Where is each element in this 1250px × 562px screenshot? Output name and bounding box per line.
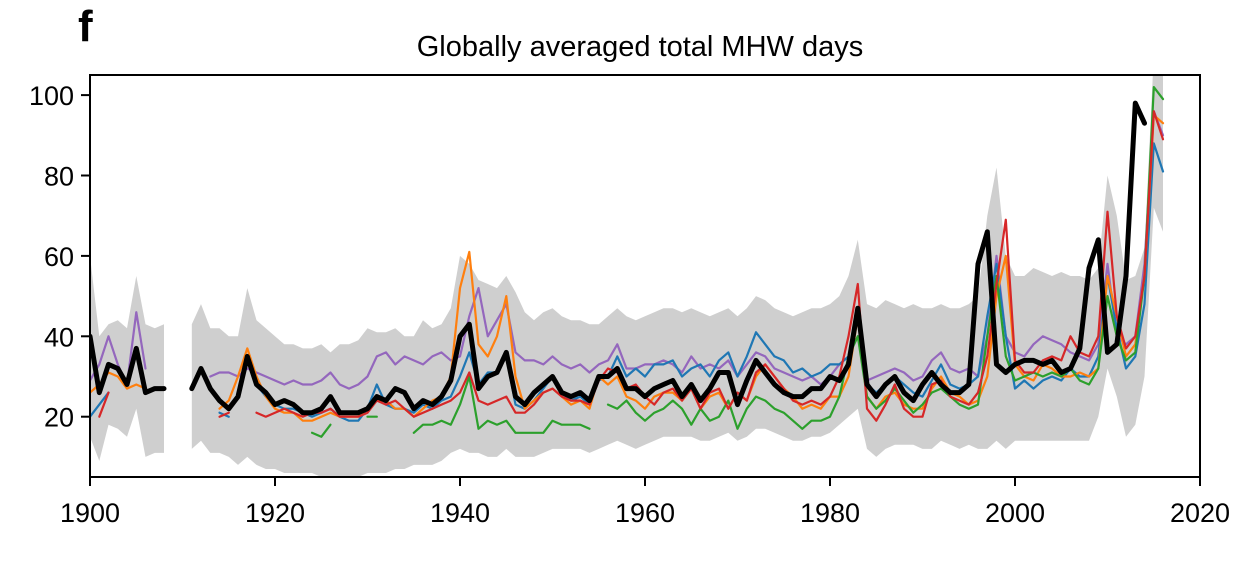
- series-layer: [90, 85, 1165, 438]
- x-tick-label: 1900: [60, 498, 120, 528]
- series-red-segment-1: [98, 391, 110, 418]
- uncertainty-band-layer: [90, 75, 1163, 477]
- uncertainty-band-segment-1: [90, 255, 164, 461]
- x-tick-label: 1940: [430, 498, 490, 528]
- series-blue-segment-1: [90, 391, 110, 418]
- x-tick-label: 2000: [985, 498, 1045, 528]
- series-red-segment-2: [218, 411, 230, 418]
- y-tick-label: 100: [29, 81, 74, 111]
- series-mean-segment-2: [189, 100, 1147, 416]
- series-purple-segment-1: [90, 311, 147, 386]
- x-tick-label: 2020: [1170, 498, 1230, 528]
- x-tick-label: 1960: [615, 498, 675, 528]
- panel-label: f: [78, 2, 93, 51]
- x-tick-label: 1980: [800, 498, 860, 528]
- y-tick-label: 40: [44, 322, 74, 352]
- x-tick-label: 1920: [245, 498, 305, 528]
- y-tick-label: 60: [44, 242, 74, 272]
- series-green-segment-3: [412, 375, 591, 434]
- series-green-segment-1: [310, 423, 332, 438]
- y-tick-label: 20: [44, 403, 74, 433]
- y-tick-label: 80: [44, 162, 74, 192]
- series-mean-segment-1: [90, 333, 167, 396]
- chart-title: Globally averaged total MHW days: [417, 31, 863, 63]
